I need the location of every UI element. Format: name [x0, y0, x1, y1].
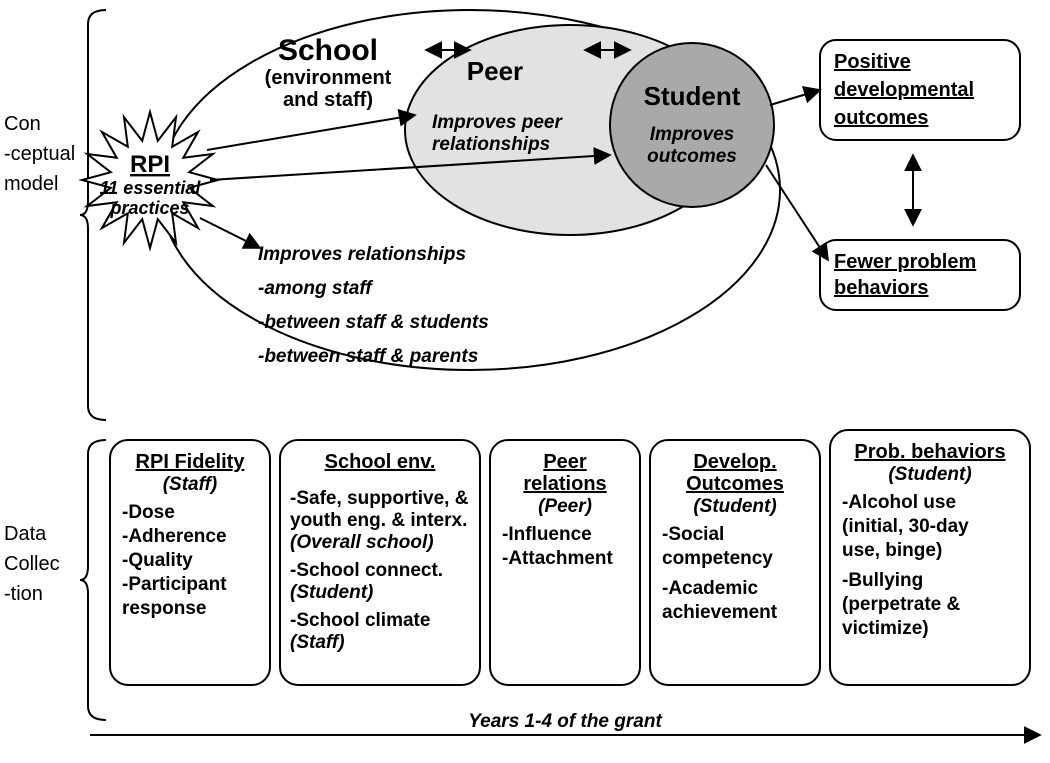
data-box-item: -Attachment [502, 548, 614, 569]
data-box-item: -Participant [122, 574, 227, 595]
school-improves: -among staff [258, 278, 373, 299]
school-sub: and staff) [283, 89, 373, 111]
side-label-top: -ceptual [4, 143, 75, 165]
side-label-bottom: Data [4, 523, 47, 545]
data-box-item: competency [662, 548, 773, 569]
data-box-item: -Bullying [842, 570, 923, 591]
student-sub: Improves [650, 124, 734, 145]
diagram-stage: Con -ceptual model Data Collec -tion RPI11 ess… [0, 0, 1050, 763]
side-label-bottom: Collec [4, 553, 60, 575]
data-box-title: Peer [543, 451, 587, 473]
side-label-top: Con [4, 113, 41, 135]
data-box-line: youth eng. & interx. [290, 510, 467, 531]
brace [80, 10, 106, 420]
data-box-line: -Safe, supportive, & [290, 488, 469, 509]
data-box-item: use, binge) [842, 540, 942, 561]
data-box-title: RPI Fidelity [136, 451, 246, 473]
student-title: Student [644, 81, 741, 111]
positive-outcomes-text: outcomes [834, 107, 928, 129]
side-label-bottom: -tion [4, 583, 43, 605]
data-box-source: (Student) [693, 496, 776, 517]
school-improves: -between staff & students [258, 312, 489, 333]
data-box-item: response [122, 598, 206, 619]
fewer-behaviors-text: behaviors [834, 277, 928, 299]
data-box-item: -Quality [122, 550, 193, 571]
rpi-title: RPI [130, 151, 170, 178]
positive-outcomes-text: Positive [834, 51, 911, 73]
rpi-subtitle: practices [109, 198, 189, 218]
data-box-title: Develop. [693, 451, 776, 473]
side-label-top: model [4, 173, 58, 195]
data-box-source: (Peer) [538, 496, 592, 517]
data-box-item: (perpetrate & [842, 594, 961, 615]
data-box-line: -School climate [290, 610, 430, 631]
data-box-line: (Overall school) [290, 532, 434, 553]
student-sub: outcomes [647, 146, 737, 167]
data-box-item: -Dose [122, 502, 175, 523]
data-box-source: (Student) [888, 464, 971, 485]
school-sub: (environment [265, 67, 392, 89]
data-box-item: -Social [662, 524, 724, 545]
data-box-item: achievement [662, 602, 778, 623]
fewer-behaviors-text: Fewer problem [834, 251, 976, 273]
brace [80, 440, 106, 720]
data-box-item: -Alcohol use [842, 492, 956, 513]
rpi-subtitle: 11 essential [100, 178, 202, 198]
data-box-item: -Academic [662, 578, 759, 599]
data-box-line: (Staff) [290, 632, 345, 653]
positive-outcomes-text: developmental [834, 79, 974, 101]
data-box-line: -School connect. [290, 560, 443, 581]
data-box-item: -Adherence [122, 526, 227, 547]
school-improves: Improves relationships [258, 244, 466, 265]
data-box-item: victimize) [842, 618, 929, 639]
data-box-item: -Influence [502, 524, 592, 545]
school-title: School [278, 34, 378, 67]
data-box-title: Prob. behaviors [854, 441, 1005, 463]
data-box-line: (Student) [290, 582, 373, 603]
peer-sub: relationships [432, 134, 550, 155]
data-box-source: (Staff) [163, 474, 218, 495]
peer-sub: Improves peer [432, 112, 563, 133]
peer-title: Peer [467, 56, 523, 86]
data-box-title: School env. [325, 451, 436, 473]
data-box-item: (initial, 30-day [842, 516, 969, 537]
school-improves: -between staff & parents [258, 346, 478, 367]
arrow [770, 90, 820, 105]
data-box-title2: relations [523, 473, 606, 495]
timeline-label: Years 1-4 of the grant [468, 711, 662, 732]
data-box-title2: Outcomes [686, 473, 784, 495]
